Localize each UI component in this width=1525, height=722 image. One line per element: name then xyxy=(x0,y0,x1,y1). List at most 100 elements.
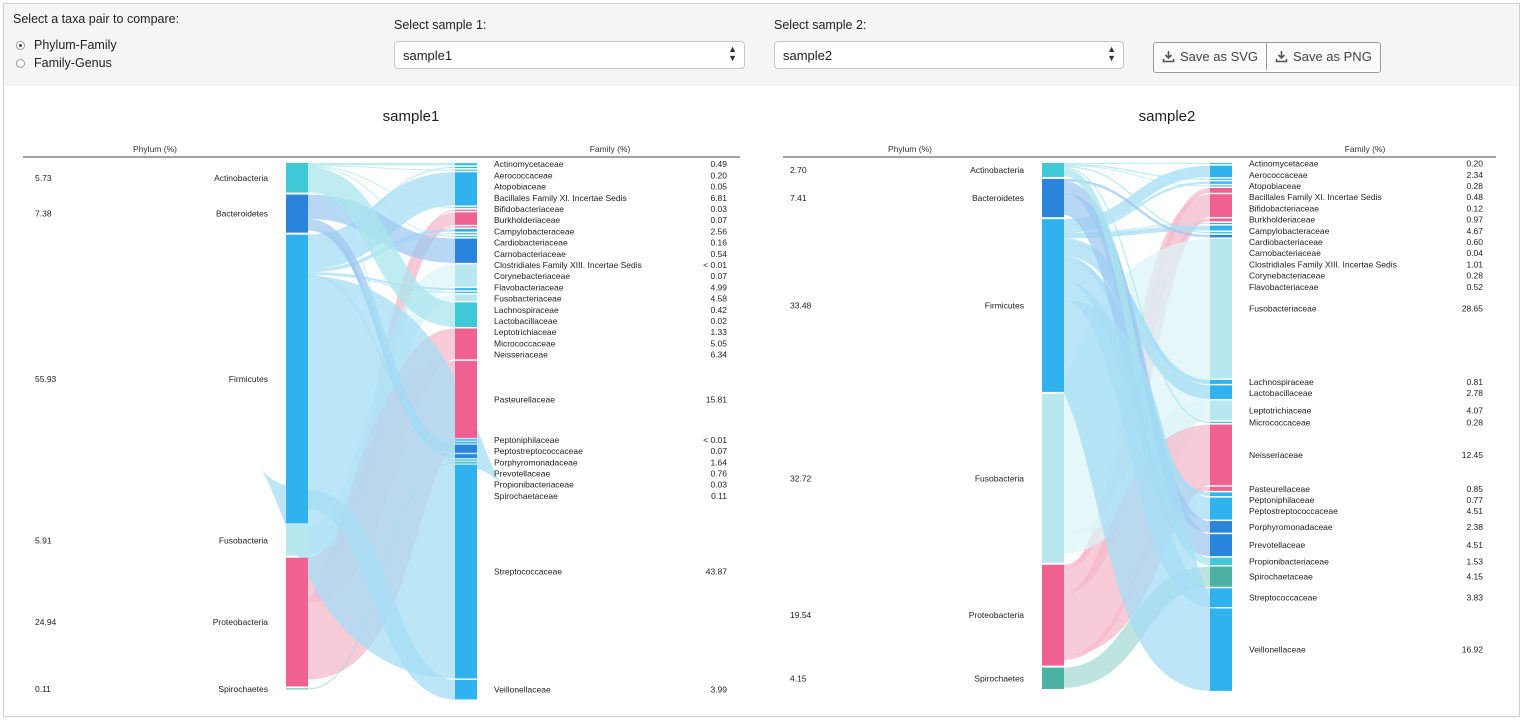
family-value: 4.15 xyxy=(1466,572,1483,582)
family-label: Bifidobacteriaceae xyxy=(1249,203,1319,213)
family-label: Corynebacteriaceae xyxy=(1249,271,1325,281)
family-label: Cardiobacteriaceae xyxy=(1249,237,1323,247)
family-value: 0.54 xyxy=(710,249,727,259)
family-node xyxy=(455,238,477,263)
family-node xyxy=(455,166,477,169)
sankey-link xyxy=(307,165,456,171)
family-label: Burkholderiaceae xyxy=(1249,215,1315,225)
family-value: 0.07 xyxy=(710,271,727,281)
phylum-node-spirochaetes xyxy=(1042,667,1064,689)
family-label: Neisseriaceae xyxy=(494,350,548,360)
family-value: 0.07 xyxy=(710,215,727,225)
family-node xyxy=(455,360,477,438)
family-node xyxy=(1210,400,1232,421)
family-label: Prevotellaceae xyxy=(1249,540,1306,550)
family-node xyxy=(1210,225,1232,231)
family-node xyxy=(455,464,477,679)
family-label: Clostridiales Family XIII. Incertae Sedi… xyxy=(494,260,642,270)
family-value: 0.03 xyxy=(710,204,727,214)
family-value: 15.81 xyxy=(706,394,728,404)
family-value: 1.53 xyxy=(1466,556,1483,566)
panel-title-sample1: sample1 xyxy=(382,108,440,125)
family-node xyxy=(1210,165,1232,178)
sankey-links xyxy=(258,162,505,700)
family-label: Micrococcaceae xyxy=(494,338,556,348)
radio-button-icon[interactable] xyxy=(16,40,25,50)
family-node xyxy=(1210,187,1232,193)
family-label: Atopobiaceae xyxy=(494,182,546,192)
family-node xyxy=(455,328,477,360)
phylum-node-fusobacteria xyxy=(286,525,308,556)
family-node xyxy=(1210,534,1232,557)
family-label: Lactobacillaceae xyxy=(494,316,558,326)
family-value: 16.92 xyxy=(1462,645,1484,655)
family-value: 0.85 xyxy=(1466,484,1483,494)
phylum-label: Proteobacteria xyxy=(969,610,1025,620)
family-node xyxy=(1210,181,1232,184)
family-label: Bacillales Family XI. Incertae Sedis xyxy=(1249,192,1382,202)
save-svg-button[interactable]: Save as SVG xyxy=(1154,43,1267,70)
app-frame xyxy=(3,3,1520,717)
sankey-link xyxy=(307,273,456,293)
family-label: Cardiobacteriaceae xyxy=(494,238,568,248)
sample2-selected-value: sample2 xyxy=(783,48,833,63)
family-value: 0.12 xyxy=(1466,203,1483,213)
sankey-link xyxy=(1063,242,1211,399)
family-label: Bifidobacteriaceae xyxy=(494,204,564,214)
family-value: 0.81 xyxy=(1466,377,1483,387)
phylum-label: Bacteroidetes xyxy=(972,193,1024,203)
family-label: Peptoniphilaceae xyxy=(1249,495,1314,505)
phylum-node-fusobacteria xyxy=(1042,393,1064,563)
family-label: Clostridiales Family XIII. Incertae Sedi… xyxy=(1249,259,1397,269)
family-label: Streptococcaceae xyxy=(1249,593,1317,603)
phylum-value: 19.54 xyxy=(790,610,812,620)
family-node xyxy=(455,229,477,232)
save-png-label: Save as PNG xyxy=(1293,49,1372,64)
save-button-group: Save as SVG Save as PNG xyxy=(1153,42,1381,73)
phylum-label: Firmicutes xyxy=(985,301,1024,311)
phylum-value: 5.73 xyxy=(35,173,52,183)
sankey-link xyxy=(1063,165,1211,187)
family-node xyxy=(1210,588,1232,607)
family-node xyxy=(455,454,477,458)
family-label: Actinomycetaceae xyxy=(1249,159,1319,169)
family-node xyxy=(455,163,477,166)
family-value: < 0.01 xyxy=(703,435,727,445)
family-node xyxy=(1210,421,1232,424)
family-label: Corynebacteriaceae xyxy=(494,271,570,281)
sample2-select[interactable]: sample2 ▲ ▼ xyxy=(774,41,1124,69)
family-value: 0.20 xyxy=(710,170,727,180)
sample1-select[interactable]: sample1 ▲ ▼ xyxy=(394,41,745,69)
phylum-column-header: Phylum (%) xyxy=(133,144,177,154)
family-value: 0.04 xyxy=(1466,248,1483,258)
sample2-label: Select sample 2: xyxy=(774,18,867,32)
family-value: 2.38 xyxy=(1466,522,1483,532)
family-label: Flavobacteriaceae xyxy=(1249,282,1319,292)
save-png-button[interactable]: Save as PNG xyxy=(1266,43,1380,70)
family-node xyxy=(1210,234,1232,238)
family-label: Burkholderiaceae xyxy=(494,215,560,225)
phylum-value: 4.15 xyxy=(790,673,807,683)
family-label: Lachnospiraceae xyxy=(494,305,559,315)
phylum-value: 0.11 xyxy=(35,684,51,694)
family-node xyxy=(1210,185,1232,187)
sankey-link xyxy=(307,166,456,237)
radio-phylum-family[interactable]: Phylum-Family xyxy=(16,37,117,53)
family-node xyxy=(455,169,477,171)
radio-button-icon[interactable] xyxy=(16,58,25,68)
family-label: Leptotrichiaceae xyxy=(494,327,557,337)
family-node xyxy=(1210,492,1232,497)
family-value: 0.48 xyxy=(1466,192,1483,202)
sankey-link xyxy=(1063,164,1211,180)
family-column-header: Family (%) xyxy=(590,144,631,154)
family-node xyxy=(455,212,477,225)
family-label: Actinomycetaceae xyxy=(494,159,564,169)
family-value: 4.51 xyxy=(1466,506,1483,516)
family-label: Lactobacillaceae xyxy=(1249,388,1313,398)
radio-family-genus[interactable]: Family-Genus xyxy=(16,55,112,71)
sankey-link xyxy=(306,489,457,700)
family-label: Veillonellaceae xyxy=(1249,645,1306,655)
family-node xyxy=(455,459,477,461)
family-label: Lachnospiraceae xyxy=(1249,377,1314,387)
family-label: Prevotellaceae xyxy=(494,469,551,479)
